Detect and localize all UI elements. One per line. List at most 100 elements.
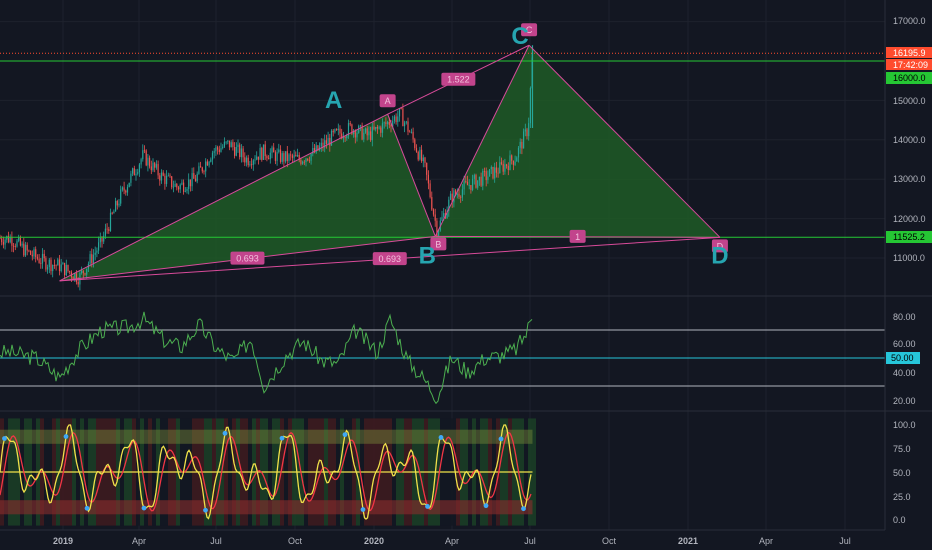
candle-body	[19, 237, 21, 246]
candle-body	[45, 258, 47, 270]
candle-body	[72, 277, 74, 280]
last-price-badge: 16195.9	[886, 47, 932, 58]
candle-body	[429, 183, 431, 198]
candle-body	[371, 126, 373, 141]
candle-body	[157, 164, 159, 176]
candle-body	[81, 270, 83, 273]
stochastic-axis[interactable]: 100.0 75.0 50.0 25.0 0.0	[893, 420, 916, 525]
point-tag-a-text: A	[385, 96, 391, 106]
stochastic-stripe	[532, 418, 536, 526]
candle-body	[155, 164, 157, 168]
candle-body	[166, 175, 168, 184]
ratio-label-text: 0.693	[236, 254, 259, 264]
price-pane[interactable]: 1.522 0.693 0.693 1 A B C D A B C D	[0, 23, 885, 291]
candle-body	[404, 122, 406, 127]
candle-body	[4, 239, 6, 245]
point-tag-b-text: B	[435, 239, 441, 249]
rsi-line	[0, 311, 533, 405]
candle-body	[222, 146, 224, 149]
rsi-pane[interactable]	[0, 311, 885, 405]
candle-body	[290, 154, 292, 156]
candle-body	[247, 157, 249, 166]
last-price-value: 16195.9	[893, 48, 926, 58]
candle-body	[240, 148, 242, 158]
candle-body	[196, 173, 198, 182]
time-tick-label: Jul	[839, 536, 851, 546]
candle-body	[398, 108, 401, 117]
candle-body	[142, 150, 144, 160]
candle-body	[485, 171, 487, 181]
candle-body	[376, 126, 378, 129]
candle-body	[244, 157, 246, 163]
candle-body	[402, 108, 404, 127]
candle-body	[58, 259, 61, 272]
candle-body	[143, 150, 146, 152]
candle-body	[31, 254, 33, 257]
time-axis[interactable]: 2019 Apr Jul Oct 2020 Apr Jul Oct 2021 A…	[53, 536, 851, 546]
candle-body	[26, 244, 28, 251]
candle-body	[230, 142, 232, 148]
candle-body	[465, 181, 467, 183]
candle-body	[443, 213, 445, 217]
rsi-axis[interactable]: 80.00 60.00 40.00 20.00 50.00	[886, 312, 920, 406]
candle-body	[225, 141, 227, 143]
candle-body	[94, 252, 96, 255]
candle-body	[511, 155, 513, 161]
candle-body	[217, 147, 219, 150]
price-tick-label: 11000.0	[893, 253, 925, 263]
candle-body	[154, 162, 156, 168]
price-axis[interactable]: 17000.0 15000.0 14000.0 13000.0 12000.0 …	[886, 16, 932, 263]
countdown-badge: 17:42:09	[886, 59, 932, 70]
candle-body	[517, 147, 520, 158]
candle-body	[405, 121, 407, 123]
candle-body	[135, 173, 137, 176]
candle-body	[489, 169, 491, 177]
candle-body	[283, 153, 285, 162]
candle-body	[98, 242, 100, 251]
candle-body	[337, 128, 339, 131]
candle-body	[164, 175, 166, 184]
candle-body	[483, 170, 486, 172]
candle-body	[468, 185, 470, 186]
candle-body	[174, 183, 176, 187]
candle-body	[13, 245, 15, 247]
candle-body	[359, 125, 361, 127]
time-tick-label: Oct	[288, 536, 303, 546]
candle-body	[453, 190, 455, 203]
candle-body	[438, 230, 440, 238]
candle-body	[77, 281, 79, 285]
candle-body	[188, 179, 190, 189]
candle-body	[381, 123, 384, 133]
candle-body	[266, 156, 268, 159]
candle-body	[40, 262, 42, 264]
candle-body	[137, 172, 139, 174]
candle-body	[18, 237, 20, 241]
candle-body	[276, 152, 278, 161]
candle-body	[293, 155, 295, 158]
candle-body	[470, 185, 472, 191]
candle-body	[86, 268, 88, 275]
candle-body	[364, 128, 367, 133]
stochastic-cross-dot	[438, 435, 444, 440]
candle-body	[113, 211, 115, 214]
candle-body	[9, 237, 11, 243]
candle-body	[213, 151, 215, 153]
candle-body	[353, 130, 355, 135]
stochastic-pane[interactable]	[0, 418, 536, 526]
candle-body	[375, 126, 377, 130]
ratio-label-bd: 1	[569, 229, 586, 243]
candle-body	[24, 244, 27, 256]
candle-body	[220, 148, 222, 152]
candle-body	[28, 250, 30, 252]
candle-body	[487, 176, 489, 181]
candle-body	[324, 140, 326, 148]
candle-body	[160, 172, 163, 181]
candle-body	[257, 156, 259, 160]
chart-grid	[0, 0, 885, 530]
candle-body	[194, 178, 197, 182]
candle-body	[432, 209, 435, 215]
candle-body	[303, 161, 305, 163]
candle-body	[38, 258, 40, 263]
candle-body	[305, 158, 307, 163]
